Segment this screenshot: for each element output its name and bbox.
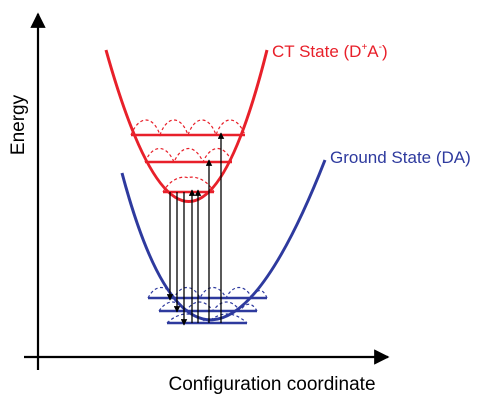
x-axis-label: Configuration coordinate [168,374,375,394]
ct-wavefunctions [130,119,246,193]
ct-wavefunction-0 [162,176,215,193]
ground-wavefunctions [147,286,268,324]
ct-state-curve [104,49,269,203]
y-axis-label: Energy [8,94,29,155]
ground-wavefunction-0 [166,313,248,324]
ct-wavefunction-2 [130,119,246,137]
ct-state-label: CT State (D+A-) [272,42,388,61]
ct-label-sup1: + [361,42,367,53]
ct-label-main: CT State (D [272,42,361,61]
ground-wavefunction-2 [147,286,268,300]
transition-arrows [166,132,225,326]
ct-label-sup2: - [379,42,382,53]
ground-state-label: Ground State (DA) [330,148,471,167]
ct-vibrational-levels [131,133,245,194]
ct-label-mid: A [367,42,379,61]
ct-wavefunction-1 [144,147,233,164]
ground-state-curve [120,159,327,322]
ground-wavefunction-1 [158,301,258,313]
ct-label-end: ) [382,42,388,61]
